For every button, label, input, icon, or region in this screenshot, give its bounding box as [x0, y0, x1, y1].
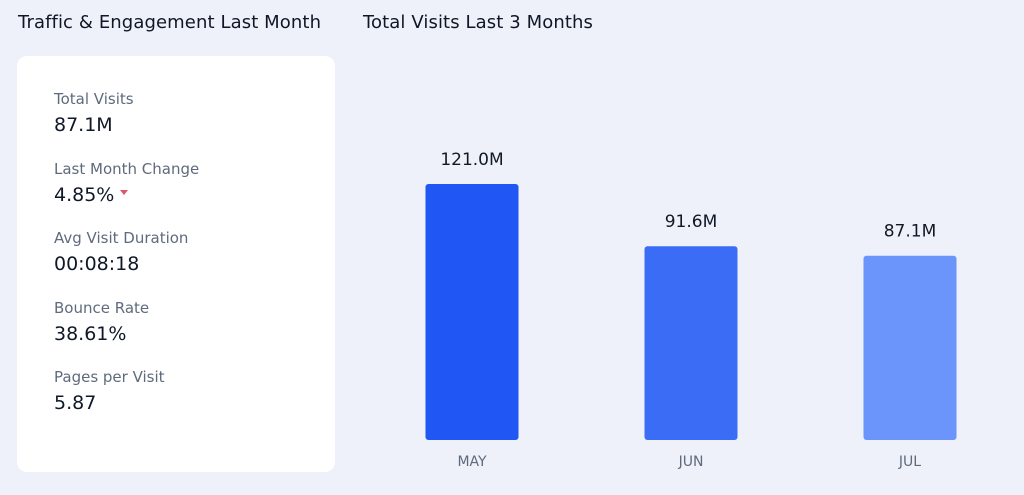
traffic-engagement-title: Traffic & Engagement Last Month — [18, 12, 322, 33]
metric-value-text: 38.61% — [54, 322, 127, 345]
metric-value-text: 87.1M — [54, 114, 113, 136]
x-tick-label: JUL — [898, 454, 921, 470]
metric-value-text: 5.87 — [54, 392, 97, 414]
metric-pages-per-visit: Pages per Visit 5.87 — [54, 367, 335, 437]
bar-value-label: 87.1M — [884, 222, 937, 242]
metric-value: 5.87 — [54, 390, 335, 416]
metric-total-visits: Total Visits 87.1M — [54, 89, 335, 159]
metric-label: Total Visits — [54, 90, 134, 108]
metric-value: 38.61% — [54, 321, 335, 347]
metric-label: Bounce Rate — [54, 298, 150, 317]
metric-bounce-rate: Bounce Rate 38.61% — [54, 298, 335, 368]
metric-label: Avg Visit Duration — [54, 229, 189, 247]
caret-down-icon — [120, 190, 129, 195]
bar-may — [425, 184, 519, 440]
metric-avg-visit-duration: Avg Visit Duration 00:08:18 — [54, 228, 335, 298]
metric-last-month-change: Last Month Change 4.85% — [54, 159, 335, 229]
x-tick-label: JUN — [678, 454, 704, 470]
metric-label: Pages per Visit — [54, 368, 165, 386]
metric-value-text: 00:08:18 — [54, 253, 140, 275]
total-visits-title: Total Visits Last 3 Months — [363, 12, 593, 33]
total-visits-bar-chart: 121.0M MAY 91.6M JUN 87.1M JUL — [425, 150, 957, 470]
metric-value-text: 4.85% — [54, 183, 115, 206]
metric-value: 00:08:18 — [54, 251, 335, 277]
traffic-stats-card: Total Visits 87.1M Last Month Change 4.8… — [17, 56, 335, 472]
bar-value-label: 91.6M — [665, 212, 718, 232]
metric-value: 87.1M — [54, 112, 335, 138]
metric-label: Last Month Change — [54, 159, 200, 178]
bar-value-label: 121.0M — [440, 150, 503, 170]
x-tick-label: MAY — [457, 454, 487, 470]
metric-value: 4.85% — [54, 182, 335, 208]
bar-jun — [644, 246, 738, 440]
bar-jul — [863, 255, 957, 440]
